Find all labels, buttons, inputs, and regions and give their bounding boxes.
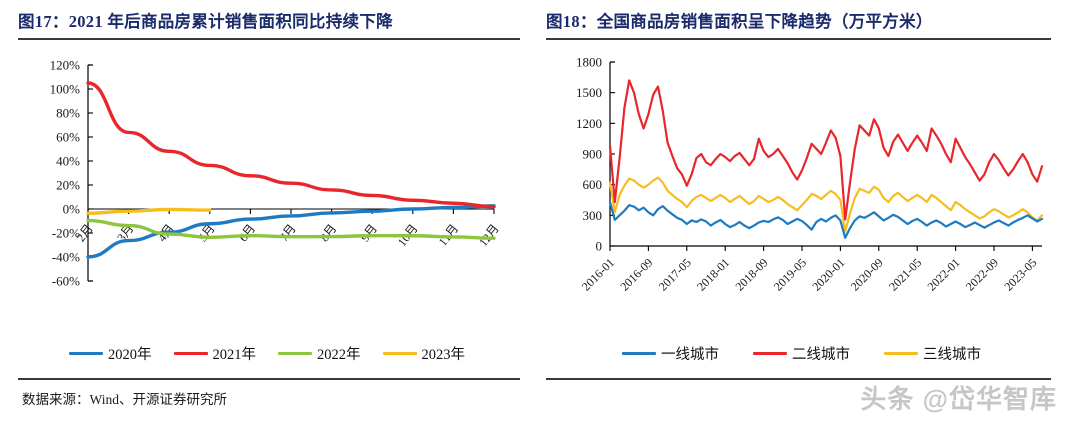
x-axis-tick-label: 2017-05 bbox=[656, 255, 694, 293]
legend-item: 2020年 bbox=[69, 343, 152, 364]
x-axis-tick-label: 2022-09 bbox=[963, 255, 1001, 293]
legend-label: 一线城市 bbox=[661, 347, 719, 363]
series-line-一线城市 bbox=[608, 200, 1044, 239]
legend-swatch bbox=[278, 351, 312, 356]
x-axis-tick-label: 2018-01 bbox=[694, 255, 732, 293]
y-axis-tick-label: -20% bbox=[52, 226, 80, 241]
figure-18-panel: 图18：全国商品房销售面积呈下降趋势（万平方米） 0 300 600 900 1200 1… bbox=[534, 0, 1069, 422]
figure-18-legend: 一线城市 二线城市 三线城市 bbox=[534, 343, 1069, 364]
legend-label: 2021年 bbox=[212, 347, 257, 363]
y-axis-tick-label: 1500 bbox=[576, 85, 602, 100]
y-axis-tick-label: 0% bbox=[63, 202, 81, 217]
x-axis-tick-label: 6月 bbox=[236, 222, 258, 245]
y-axis-tick-label: 900 bbox=[583, 147, 603, 162]
y-axis-tick-label: 80% bbox=[56, 106, 80, 121]
legend-swatch bbox=[382, 351, 417, 356]
series-line-2023年 bbox=[86, 207, 212, 216]
legend-swatch bbox=[753, 351, 787, 356]
legend-swatch bbox=[884, 351, 918, 356]
x-axis-tick-label: 2022-01 bbox=[924, 255, 962, 293]
legend-swatch bbox=[622, 351, 656, 356]
legend-label: 三线城市 bbox=[923, 347, 981, 363]
x-axis-tick-label: 12月 bbox=[476, 222, 502, 250]
x-axis-tick-label: 2016-09 bbox=[617, 255, 655, 293]
figure-18-source-rule bbox=[546, 378, 1051, 380]
figure-17-panel: 图17：2021 年后商品房累计销售面积同比持续下降 120% 100% 80% 60… bbox=[0, 0, 534, 422]
y-axis-tick-label: 100% bbox=[50, 82, 81, 97]
y-axis-tick-label: 300 bbox=[583, 208, 603, 223]
x-axis-tick-label: 8月 bbox=[317, 222, 339, 245]
figure-17-source: 数据来源：Wind、开源证券研究所 bbox=[22, 392, 227, 407]
y-axis-tick-label: 1200 bbox=[576, 116, 602, 131]
x-axis-tick-label: 2020-01 bbox=[809, 255, 847, 293]
x-axis-tick-label: 7月 bbox=[277, 222, 299, 245]
legend-label: 2023年 bbox=[421, 347, 466, 363]
figure-18-svg: 0 300 600 900 1200 1500 1800 2016-01 2016-09 2017… bbox=[576, 55, 1044, 294]
series-line-2022年 bbox=[86, 218, 496, 240]
x-axis-tick-label: 2016-01 bbox=[579, 255, 617, 293]
legend-swatch bbox=[173, 351, 208, 356]
y-axis-tick-label: 1800 bbox=[576, 55, 602, 70]
legend-swatch bbox=[69, 351, 103, 356]
y-axis-tick-label: 20% bbox=[56, 178, 80, 193]
legend-label: 2020年 bbox=[108, 347, 152, 363]
legend-item: 一线城市 bbox=[622, 343, 719, 364]
y-axis-tick-label: -60% bbox=[52, 274, 80, 289]
y-axis-tick-label: -40% bbox=[52, 250, 80, 265]
figure-17-chart: 120% 100% 80% 60% 40% 20% 0% -20% -40% -60% 2月 3月 4月… bbox=[0, 44, 534, 334]
x-axis-tick-label: 2020-09 bbox=[848, 255, 886, 293]
y-axis-tick-label: 600 bbox=[583, 177, 603, 192]
legend-item: 2021年 bbox=[173, 343, 257, 364]
figure-17-svg: 120%100%80%60%40%20%0%-20%-40%-60%2月 3月 4月… bbox=[50, 58, 502, 289]
x-axis-tick-label: 2018-09 bbox=[732, 255, 770, 293]
figure-17-title: 图17：2021 年后商品房累计销售面积同比持续下降 bbox=[18, 12, 393, 31]
legend-item: 三线城市 bbox=[884, 343, 981, 364]
legend-label: 2022年 bbox=[317, 347, 361, 363]
figure-17-legend: 2020年 2021年 2022年 2023年 bbox=[0, 343, 534, 364]
figure-17-title-rule bbox=[18, 38, 520, 40]
y-axis-tick-label: 40% bbox=[56, 154, 80, 169]
series-line-三线城市 bbox=[608, 176, 1044, 233]
x-axis-tick-label: 2023-05 bbox=[1001, 255, 1039, 293]
y-axis-tick-label: 60% bbox=[56, 130, 80, 145]
figure-17-source-rule bbox=[18, 378, 520, 380]
legend-item: 2023年 bbox=[382, 343, 466, 364]
series-line-2021年 bbox=[86, 81, 496, 209]
x-axis-tick-label: 2021-05 bbox=[886, 255, 924, 293]
legend-item: 二线城市 bbox=[753, 343, 850, 364]
legend-item: 2022年 bbox=[278, 343, 361, 364]
y-axis-tick-label: 0 bbox=[596, 239, 603, 254]
figure-18-chart: 0 300 600 900 1200 1500 1800 2016-01 2016-09 2017… bbox=[534, 44, 1069, 334]
figure-18-title: 图18：全国商品房销售面积呈下降趋势（万平方米） bbox=[546, 12, 933, 31]
y-axis-tick-label: 120% bbox=[50, 58, 81, 73]
x-axis-tick-label: 2019-05 bbox=[771, 255, 809, 293]
legend-label: 二线城市 bbox=[792, 347, 850, 363]
x-axis-tick-label: 9月 bbox=[358, 222, 380, 245]
series-line-二线城市 bbox=[608, 79, 1044, 221]
figure-18-title-rule bbox=[546, 38, 1051, 40]
